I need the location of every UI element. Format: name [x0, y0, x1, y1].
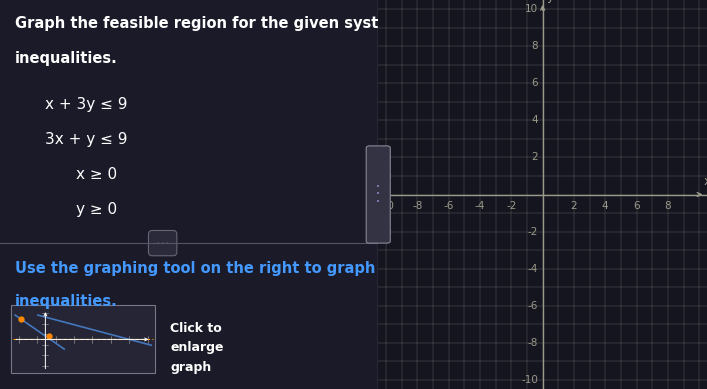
Text: Graph the feasible region for the given system of: Graph the feasible region for the given … [15, 16, 425, 31]
Text: 4: 4 [602, 201, 609, 211]
Text: -10: -10 [378, 201, 395, 211]
Text: 6: 6 [531, 78, 538, 88]
Text: graph: graph [170, 361, 211, 373]
Text: Use the graphing tool on the right to graph the system of: Use the graphing tool on the right to gr… [15, 261, 494, 276]
Text: -10: -10 [521, 375, 538, 385]
Text: inequalities.: inequalities. [15, 294, 118, 309]
Text: inequalities.: inequalities. [15, 51, 118, 66]
Text: y: y [547, 0, 554, 3]
Text: -2: -2 [506, 201, 517, 211]
Text: -4: -4 [475, 201, 485, 211]
Text: 2: 2 [571, 201, 577, 211]
Text: •: • [376, 199, 380, 205]
Text: x ≥ 0: x ≥ 0 [76, 167, 117, 182]
Text: · · ·: · · · [157, 238, 168, 248]
Text: 4: 4 [531, 116, 538, 125]
Text: -2: -2 [527, 226, 538, 237]
Text: 2: 2 [531, 152, 538, 163]
Text: •: • [376, 191, 380, 198]
Text: x: x [704, 175, 707, 188]
Text: -6: -6 [527, 301, 538, 311]
Text: x + 3y ≤ 9: x + 3y ≤ 9 [45, 97, 128, 112]
FancyBboxPatch shape [11, 305, 155, 373]
Text: •: • [376, 184, 380, 190]
Text: 6: 6 [633, 201, 640, 211]
Text: 8: 8 [665, 201, 671, 211]
Text: y ≥ 0: y ≥ 0 [76, 202, 117, 217]
Text: -6: -6 [443, 201, 454, 211]
Text: 3x + y ≤ 9: 3x + y ≤ 9 [45, 132, 128, 147]
Text: -8: -8 [527, 338, 538, 348]
Text: Click to: Click to [170, 322, 222, 335]
Text: 10: 10 [525, 4, 538, 14]
Text: -4: -4 [527, 264, 538, 273]
Text: 8: 8 [531, 41, 538, 51]
Text: enlarge: enlarge [170, 342, 223, 354]
Text: -8: -8 [412, 201, 423, 211]
FancyBboxPatch shape [148, 230, 177, 256]
